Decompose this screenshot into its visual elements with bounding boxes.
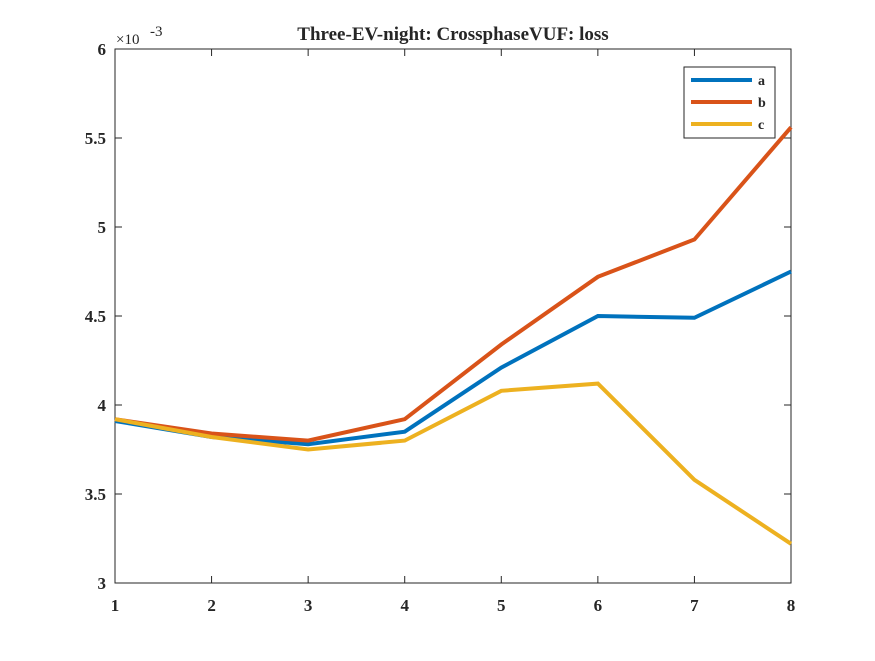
y-axis-exponent-base: ×10 (116, 32, 139, 48)
x-tick-label: 2 (207, 596, 216, 615)
y-axis-exponent: ×10 -3 (116, 24, 163, 48)
chart-title: Three-EV-night: CrossphaseVUF: loss (297, 24, 608, 45)
x-tick-label: 1 (111, 596, 120, 615)
plot-area: 1 2 3 4 5 6 7 8 3 3.5 4 4.5 5 5.5 6 (85, 40, 796, 615)
x-tick-label: 8 (787, 596, 796, 615)
y-tick-label: 5.5 (85, 129, 106, 148)
x-tick-label: 6 (594, 596, 603, 615)
legend-label-a: a (758, 74, 765, 89)
y-tick-label: 3.5 (85, 485, 106, 504)
y-tick-label: 6 (98, 40, 107, 59)
x-tick-label: 3 (304, 596, 313, 615)
y-tick-label: 3 (98, 574, 107, 593)
series-line-b (114, 125, 793, 443)
y-tick-label: 5 (98, 218, 107, 237)
y-axis-exponent-power: -3 (150, 24, 163, 40)
legend: abc (683, 66, 776, 139)
x-tick-label: 5 (497, 596, 506, 615)
legend-label-c: c (758, 118, 764, 133)
y-tick-label: 4.5 (85, 307, 106, 326)
legend-label-b: b (758, 96, 766, 111)
x-tick-label: 7 (690, 596, 699, 615)
y-tick-label: 4 (98, 396, 107, 415)
series-line-c (114, 381, 793, 546)
x-tick-label: 4 (400, 596, 409, 615)
